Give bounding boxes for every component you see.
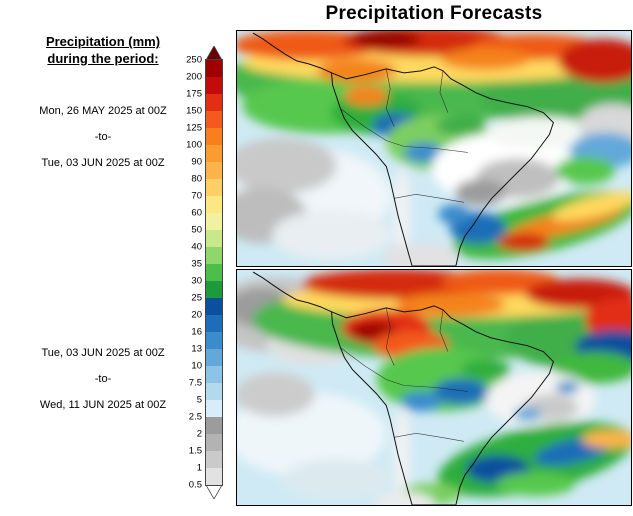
period-2-label: Tue, 03 JUN 2025 at 00Z -to- Wed, 11 JUN… bbox=[8, 347, 198, 425]
colorbar-ticks: 250 200 175 150 125 100 90 80 70 60 50 40 35 30 25 20 16… bbox=[152, 55, 202, 489]
period-2-start: Tue, 03 JUN 2025 at 00Z bbox=[41, 347, 165, 359]
colorbar-tick-label: 50 bbox=[191, 224, 202, 236]
colorbar-tick-label: 80 bbox=[191, 173, 202, 185]
colorbar-segment-25-30 bbox=[206, 281, 222, 298]
colorbar-segment-5-7.5 bbox=[206, 383, 222, 400]
period-1-label: Mon, 26 MAY 2025 at 00Z -to- Tue, 03 JUN… bbox=[8, 105, 198, 183]
map-week1-borders bbox=[340, 68, 468, 203]
colorbar-segment-70-80 bbox=[206, 179, 222, 196]
colorbar-tick-label: 175 bbox=[186, 88, 202, 100]
colorbar-tick-label: 125 bbox=[186, 122, 202, 134]
colorbar-tick-label: 0.5 bbox=[188, 479, 202, 491]
map-week1-coastline bbox=[252, 32, 554, 266]
colorbar-tick-label: 40 bbox=[191, 241, 202, 253]
colorbar-tick-label: 10 bbox=[191, 360, 202, 372]
period-1-separator: -to- bbox=[94, 131, 112, 143]
colorbar-segment-2-2.5 bbox=[206, 417, 222, 434]
colorbar-tick-label: 200 bbox=[186, 71, 202, 83]
map-week2-borders bbox=[340, 307, 468, 442]
colorbar-segment-16-20 bbox=[206, 315, 222, 332]
colorbar-tick-label: 13 bbox=[191, 343, 202, 355]
map-week2 bbox=[236, 269, 632, 506]
colorbar-segment-20-25 bbox=[206, 298, 222, 315]
colorbar: 250 200 175 150 125 100 90 80 70 60 50 40 35 30 25 20 16… bbox=[186, 46, 223, 499]
colorbar-segment-175-200 bbox=[206, 77, 222, 94]
map-week2-precip-field bbox=[237, 270, 631, 505]
colorbar-segment-100-125 bbox=[206, 128, 222, 145]
colorbar-segment-90-100 bbox=[206, 145, 222, 162]
colorbar-tick-label: 5 bbox=[196, 394, 202, 406]
map-week1-precip-field bbox=[237, 31, 631, 266]
colorbar-segment-60-70 bbox=[206, 196, 222, 213]
period-1-start: Mon, 26 MAY 2025 at 00Z bbox=[39, 105, 167, 117]
period-1-end: Tue, 03 JUN 2025 at 00Z bbox=[41, 157, 165, 169]
legend-heading: Precipitation (mm) during the period: bbox=[8, 33, 198, 67]
map-week1 bbox=[236, 30, 632, 267]
colorbar-tick-label: 2 bbox=[196, 428, 202, 440]
colorbar-segment-1-1.5 bbox=[206, 451, 222, 468]
legend-heading-line1: Precipitation (mm) bbox=[45, 34, 161, 49]
colorbar-segment-35-40 bbox=[206, 247, 222, 264]
period-2-separator: -to- bbox=[94, 373, 112, 385]
colorbar-segment-13-16 bbox=[206, 332, 222, 349]
page-title: Precipitation Forecasts bbox=[325, 3, 543, 24]
colorbar-segment-80-90 bbox=[206, 162, 222, 179]
colorbar-arrow-bottom bbox=[206, 485, 222, 499]
colorbar-segment-200-250 bbox=[206, 60, 222, 77]
colorbar-tick-label: 7.5 bbox=[188, 377, 202, 389]
colorbar-segment-40-50 bbox=[206, 230, 222, 247]
colorbar-tick-label: 100 bbox=[186, 139, 202, 151]
colorbar-tick-label: 30 bbox=[191, 275, 202, 287]
colorbar-tick-label: 35 bbox=[191, 258, 202, 270]
colorbar-tick-label: 16 bbox=[191, 326, 202, 338]
colorbar-segments bbox=[205, 59, 223, 486]
period-2-end: Wed, 11 JUN 2025 at 00Z bbox=[39, 399, 167, 411]
map-week2-coastline bbox=[252, 271, 554, 505]
colorbar-tick-label: 90 bbox=[191, 156, 202, 168]
colorbar-segment-0.5-1 bbox=[206, 468, 222, 485]
colorbar-tick-label: 1 bbox=[196, 462, 202, 474]
colorbar-tick-label: 25 bbox=[191, 292, 202, 304]
colorbar-segment-125-150 bbox=[206, 111, 222, 128]
colorbar-segment-10-13 bbox=[206, 349, 222, 366]
colorbar-tick-label: 20 bbox=[191, 309, 202, 321]
colorbar-tick-label: 60 bbox=[191, 207, 202, 219]
map-week1-svg bbox=[237, 31, 631, 266]
colorbar-segment-1.5-2 bbox=[206, 434, 222, 451]
colorbar-tick-label: 250 bbox=[186, 54, 202, 66]
legend-heading-line2: during the period: bbox=[47, 51, 159, 66]
colorbar-arrow-top bbox=[206, 46, 222, 60]
map-week2-svg bbox=[237, 270, 631, 505]
colorbar-tick-label: 150 bbox=[186, 105, 202, 117]
colorbar-tick-label: 1.5 bbox=[188, 445, 202, 457]
colorbar-segment-7.5-10 bbox=[206, 366, 222, 383]
colorbar-tick-label: 2.5 bbox=[188, 411, 202, 423]
colorbar-tick-label: 70 bbox=[191, 190, 202, 202]
colorbar-segment-50-60 bbox=[206, 213, 222, 230]
colorbar-segment-2.5-5 bbox=[206, 400, 222, 417]
colorbar-segment-150-175 bbox=[206, 94, 222, 111]
colorbar-segment-30-35 bbox=[206, 264, 222, 281]
